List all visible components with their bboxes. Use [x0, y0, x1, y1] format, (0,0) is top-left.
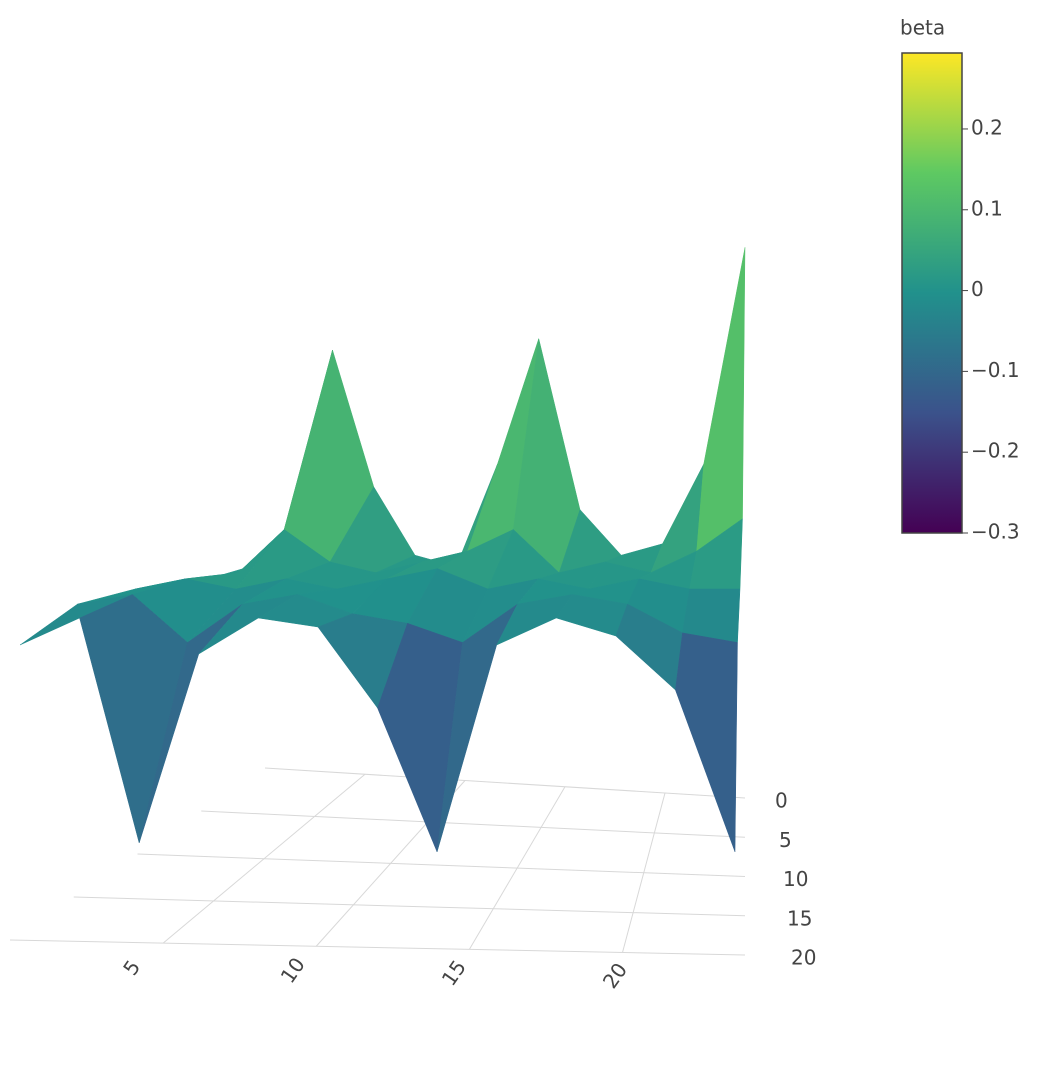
x-tick-label: 15	[437, 956, 471, 991]
y-tick-label: 15	[787, 906, 812, 930]
surface-patch	[696, 247, 746, 552]
surface-patch	[675, 632, 738, 853]
y-tick-label: 20	[791, 946, 816, 970]
colorbar	[901, 52, 963, 534]
colorbar-tick-label: −0.1	[971, 358, 1020, 382]
grid-line	[137, 853, 746, 877]
x-tick-label: 20	[598, 958, 632, 993]
colorbar-tick-label: 0	[971, 277, 984, 301]
grid-line	[201, 810, 746, 838]
y-tick-label: 0	[775, 789, 788, 813]
colorbar-title: beta	[900, 16, 945, 40]
y-tick-label: 5	[779, 828, 792, 852]
grid-line	[9, 939, 746, 956]
grid-line	[264, 767, 746, 799]
x-tick-label: 10	[276, 953, 310, 988]
y-tick-label: 10	[783, 867, 808, 891]
colorbar-tick-label: 0.1	[971, 196, 1003, 220]
colorbar-tick-label: −0.2	[971, 439, 1020, 463]
x-tick-label: 5	[118, 955, 145, 979]
grid-line	[73, 896, 746, 917]
colorbar-tick-label: −0.3	[971, 520, 1020, 544]
surface-patch	[513, 338, 581, 574]
colorbar-tick-label: 0.2	[971, 115, 1003, 139]
